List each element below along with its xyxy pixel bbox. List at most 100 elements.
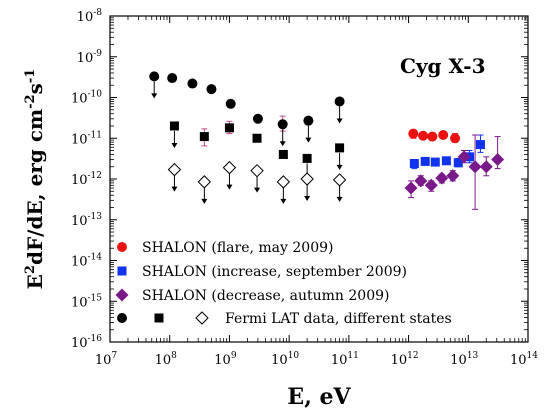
x-tick-labels: 107 108 109 1010 1011 1012 1013 1014 (95, 351, 538, 368)
upper-limit-arrow-head (201, 198, 208, 204)
data-point (491, 153, 505, 167)
x-axis-title: E, eV (287, 384, 351, 410)
legend-label: SHALON (decrease, autumn 2009) (142, 288, 389, 304)
legend-label: SHALON (increase, september 2009) (142, 264, 407, 280)
data-point (302, 153, 312, 163)
data-point (334, 96, 345, 107)
data-point (453, 158, 463, 168)
series-square (169, 120, 345, 181)
legend-marker (117, 266, 127, 276)
data-point (252, 133, 262, 143)
data-point (404, 181, 418, 195)
data-point (430, 157, 440, 167)
data-marks (149, 71, 505, 210)
data-point (418, 130, 429, 141)
data-point (206, 84, 217, 95)
data-point (252, 113, 263, 124)
x-tick-label: 1013 (450, 351, 478, 368)
series-diamond (404, 134, 505, 210)
legend-marker (195, 311, 209, 325)
y-axis-title-e: E (23, 274, 47, 289)
data-point (475, 140, 485, 150)
y-tick-label: 10-12 (71, 171, 102, 188)
source-annotation: Cyg X-3 (400, 54, 486, 78)
y-axis-title: E2dF/dE, erg cm-2s-1 (23, 69, 47, 290)
y-tick-label: 10-10 (71, 90, 102, 107)
y-axis-title-mid: dF/dE, erg cm (23, 109, 47, 265)
x-tick-label: 108 (155, 351, 178, 368)
data-point (479, 160, 493, 174)
data-point (409, 159, 419, 169)
data-point (167, 73, 178, 84)
upper-limit-arrow-head (254, 187, 261, 193)
x-tick-label: 1010 (271, 351, 299, 368)
upper-limit-arrow-head (171, 142, 178, 148)
series-circle (408, 128, 461, 144)
series-diamond-open (167, 160, 347, 204)
data-point (199, 132, 209, 142)
data-point (414, 174, 428, 188)
data-point (277, 119, 288, 130)
upper-limit-arrow-head (336, 196, 343, 202)
data-point (197, 175, 212, 189)
data-point (149, 71, 160, 82)
data-point (187, 78, 198, 89)
y-tick-label: 10-15 (71, 293, 102, 310)
data-point (169, 121, 179, 131)
data-point (224, 123, 234, 133)
data-point (335, 143, 345, 153)
y-axis-title-s-exp: -1 (23, 69, 38, 83)
axis-ticks (109, 15, 529, 343)
data-point (435, 171, 449, 185)
y-tick-label: 10-11 (71, 130, 102, 147)
upper-limit-arrow-head (280, 198, 287, 204)
data-point (446, 169, 460, 183)
y-axis-title-cm-exp: -2 (23, 94, 38, 108)
data-point (450, 133, 461, 144)
data-point (438, 130, 449, 141)
data-point (278, 149, 288, 159)
data-point (167, 162, 182, 177)
x-tick-label: 107 (95, 351, 118, 368)
data-point (441, 156, 451, 166)
y-tick-label: 10-14 (71, 253, 102, 270)
upper-limit-arrow-head (151, 93, 158, 99)
legend-marker (117, 313, 127, 323)
y-tick-label: 10-16 (71, 334, 102, 351)
legend-marker (117, 242, 127, 252)
legend-label: Fermi LAT data, different states (225, 311, 452, 327)
data-point (332, 173, 347, 187)
data-point (276, 175, 291, 189)
legend-marker (115, 288, 129, 302)
upper-limit-arrow-head (171, 186, 178, 192)
data-point (222, 160, 237, 175)
data-point (457, 150, 471, 164)
upper-limit-arrow-head (305, 137, 312, 143)
y-tick-label: 10-13 (71, 212, 102, 229)
upper-limit-arrow-head (336, 164, 343, 170)
data-point (303, 115, 314, 126)
y-axis-title-s: s (23, 83, 47, 94)
upper-limit-arrow-head (336, 118, 343, 124)
data-point (420, 156, 430, 166)
x-tick-label: 1011 (331, 351, 359, 368)
x-tick-label: 1014 (510, 351, 538, 368)
data-point (468, 160, 482, 174)
y-axis-title-e-exp: 2 (23, 265, 38, 274)
data-point (225, 98, 236, 109)
data-point (408, 128, 419, 139)
upper-limit-arrow-head (226, 184, 233, 190)
x-tick-label: 109 (214, 351, 237, 368)
legend-label: SHALON (flare, may 2009) (142, 240, 333, 256)
legend: SHALON (flare, may 2009) SHALON (increase… (115, 240, 452, 327)
series-circle (149, 71, 345, 147)
data-point (424, 178, 438, 192)
y-tick-label: 10-8 (77, 8, 103, 25)
data-point (427, 131, 438, 142)
data-point (300, 172, 314, 186)
legend-marker (154, 313, 164, 323)
y-tick-label: 10-9 (77, 49, 103, 66)
x-tick-label: 1012 (391, 351, 419, 368)
